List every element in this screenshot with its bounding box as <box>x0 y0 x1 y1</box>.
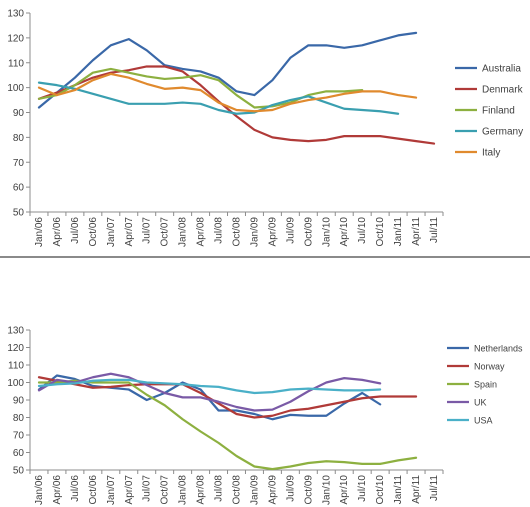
y-tick-label: 70 <box>13 158 25 169</box>
chart-separator <box>0 256 530 258</box>
legend-label-netherlands: Netherlands <box>474 344 523 354</box>
x-tick-label: Apr/10 <box>339 475 350 505</box>
y-tick-label: 120 <box>7 33 24 44</box>
legend-label-australia: Australia <box>482 64 521 75</box>
y-tick-label: 80 <box>13 133 25 144</box>
x-tick-label: Jan/10 <box>321 217 332 247</box>
x-tick-label: Oct/07 <box>160 217 171 247</box>
x-tick-label: Jul/10 <box>357 475 368 502</box>
legend-label-spain: Spain <box>474 380 497 390</box>
legend-label-uk: UK <box>474 398 487 408</box>
x-tick-label: Oct/09 <box>303 475 314 505</box>
x-tick-label: Apr/09 <box>267 217 278 247</box>
x-tick-label: Jul/07 <box>142 217 153 244</box>
x-tick-label: Jul/11 <box>429 475 440 501</box>
x-tick-label: Oct/09 <box>303 217 314 247</box>
x-tick-label: Jan/07 <box>106 217 117 247</box>
y-tick-label: 100 <box>7 378 24 389</box>
x-tick-label: Jul/08 <box>214 475 225 502</box>
x-tick-label: Apr/07 <box>124 217 135 247</box>
y-tick-label: 120 <box>7 343 24 354</box>
y-tick-label: 130 <box>7 326 24 337</box>
x-tick-label: Apr/08 <box>196 475 207 505</box>
x-tick-label: Apr/11 <box>411 217 422 246</box>
y-tick-label: 50 <box>13 466 25 477</box>
x-tick-label: Jan/11 <box>393 475 404 505</box>
series-line-finland <box>37 67 364 109</box>
x-tick-label: Oct/06 <box>88 475 99 505</box>
x-tick-label: Jan/10 <box>321 475 332 505</box>
x-tick-label: Jan/09 <box>249 217 260 247</box>
y-tick-label: 90 <box>13 108 25 119</box>
x-tick-label: Jul/09 <box>285 475 296 502</box>
legend-label-finland: Finland <box>482 106 515 117</box>
x-tick-label: Jul/09 <box>285 217 296 244</box>
x-tick-label: Jul/08 <box>214 217 225 244</box>
y-tick-label: 110 <box>8 361 24 372</box>
y-tick-label: 100 <box>7 83 24 94</box>
x-tick-label: Jul/06 <box>70 217 81 244</box>
series-line-denmark <box>37 65 436 145</box>
x-tick-label: Jan/06 <box>34 475 45 505</box>
x-tick-label: Jul/06 <box>70 475 81 502</box>
legend-label-germany: Germany <box>482 127 523 138</box>
x-tick-label: Oct/08 <box>232 217 243 247</box>
series-line-norway <box>37 376 418 419</box>
legend-label-norway: Norway <box>474 362 505 372</box>
series-line-italy <box>37 72 418 113</box>
x-tick-label: Jul/10 <box>357 217 368 244</box>
x-tick-label: Jan/11 <box>393 217 404 247</box>
x-tick-label: Jan/09 <box>249 475 260 505</box>
series-line-usa <box>37 378 382 395</box>
x-tick-label: Apr/06 <box>52 475 63 505</box>
x-tick-label: Jul/11 <box>429 217 440 243</box>
y-tick-label: 90 <box>13 396 25 407</box>
legend-label-denmark: Denmark <box>482 85 524 96</box>
y-tick-label: 60 <box>13 448 25 459</box>
x-tick-label: Apr/10 <box>339 217 350 247</box>
x-tick-label: Apr/11 <box>411 475 422 504</box>
x-tick-label: Apr/08 <box>196 217 207 247</box>
y-tick-label: 50 <box>13 208 25 219</box>
x-tick-label: Apr/09 <box>267 475 278 505</box>
x-tick-label: Oct/07 <box>160 475 171 505</box>
series-line-spain <box>37 379 418 471</box>
legend-label-usa: USA <box>474 416 493 426</box>
x-tick-label: Apr/06 <box>52 217 63 247</box>
x-tick-label: Jan/07 <box>106 475 117 505</box>
x-tick-label: Oct/06 <box>88 217 99 247</box>
series-line-germany <box>37 81 400 115</box>
y-tick-label: 110 <box>8 58 24 69</box>
legend-label-italy: Italy <box>482 148 500 159</box>
series-line-uk <box>37 372 382 412</box>
y-tick-label: 80 <box>13 413 25 424</box>
y-tick-label: 70 <box>13 431 25 442</box>
x-tick-label: Jan/08 <box>178 217 189 247</box>
x-tick-label: Jan/08 <box>178 475 189 505</box>
x-tick-label: Apr/07 <box>124 475 135 505</box>
x-tick-label: Jan/06 <box>34 217 45 247</box>
y-tick-label: 130 <box>7 9 24 20</box>
x-tick-label: Oct/08 <box>232 475 243 505</box>
x-tick-label: Oct/10 <box>375 217 386 247</box>
series-line-australia <box>37 31 418 109</box>
x-tick-label: Jul/07 <box>142 475 153 502</box>
y-tick-label: 60 <box>13 183 25 194</box>
x-tick-label: Oct/10 <box>375 475 386 505</box>
